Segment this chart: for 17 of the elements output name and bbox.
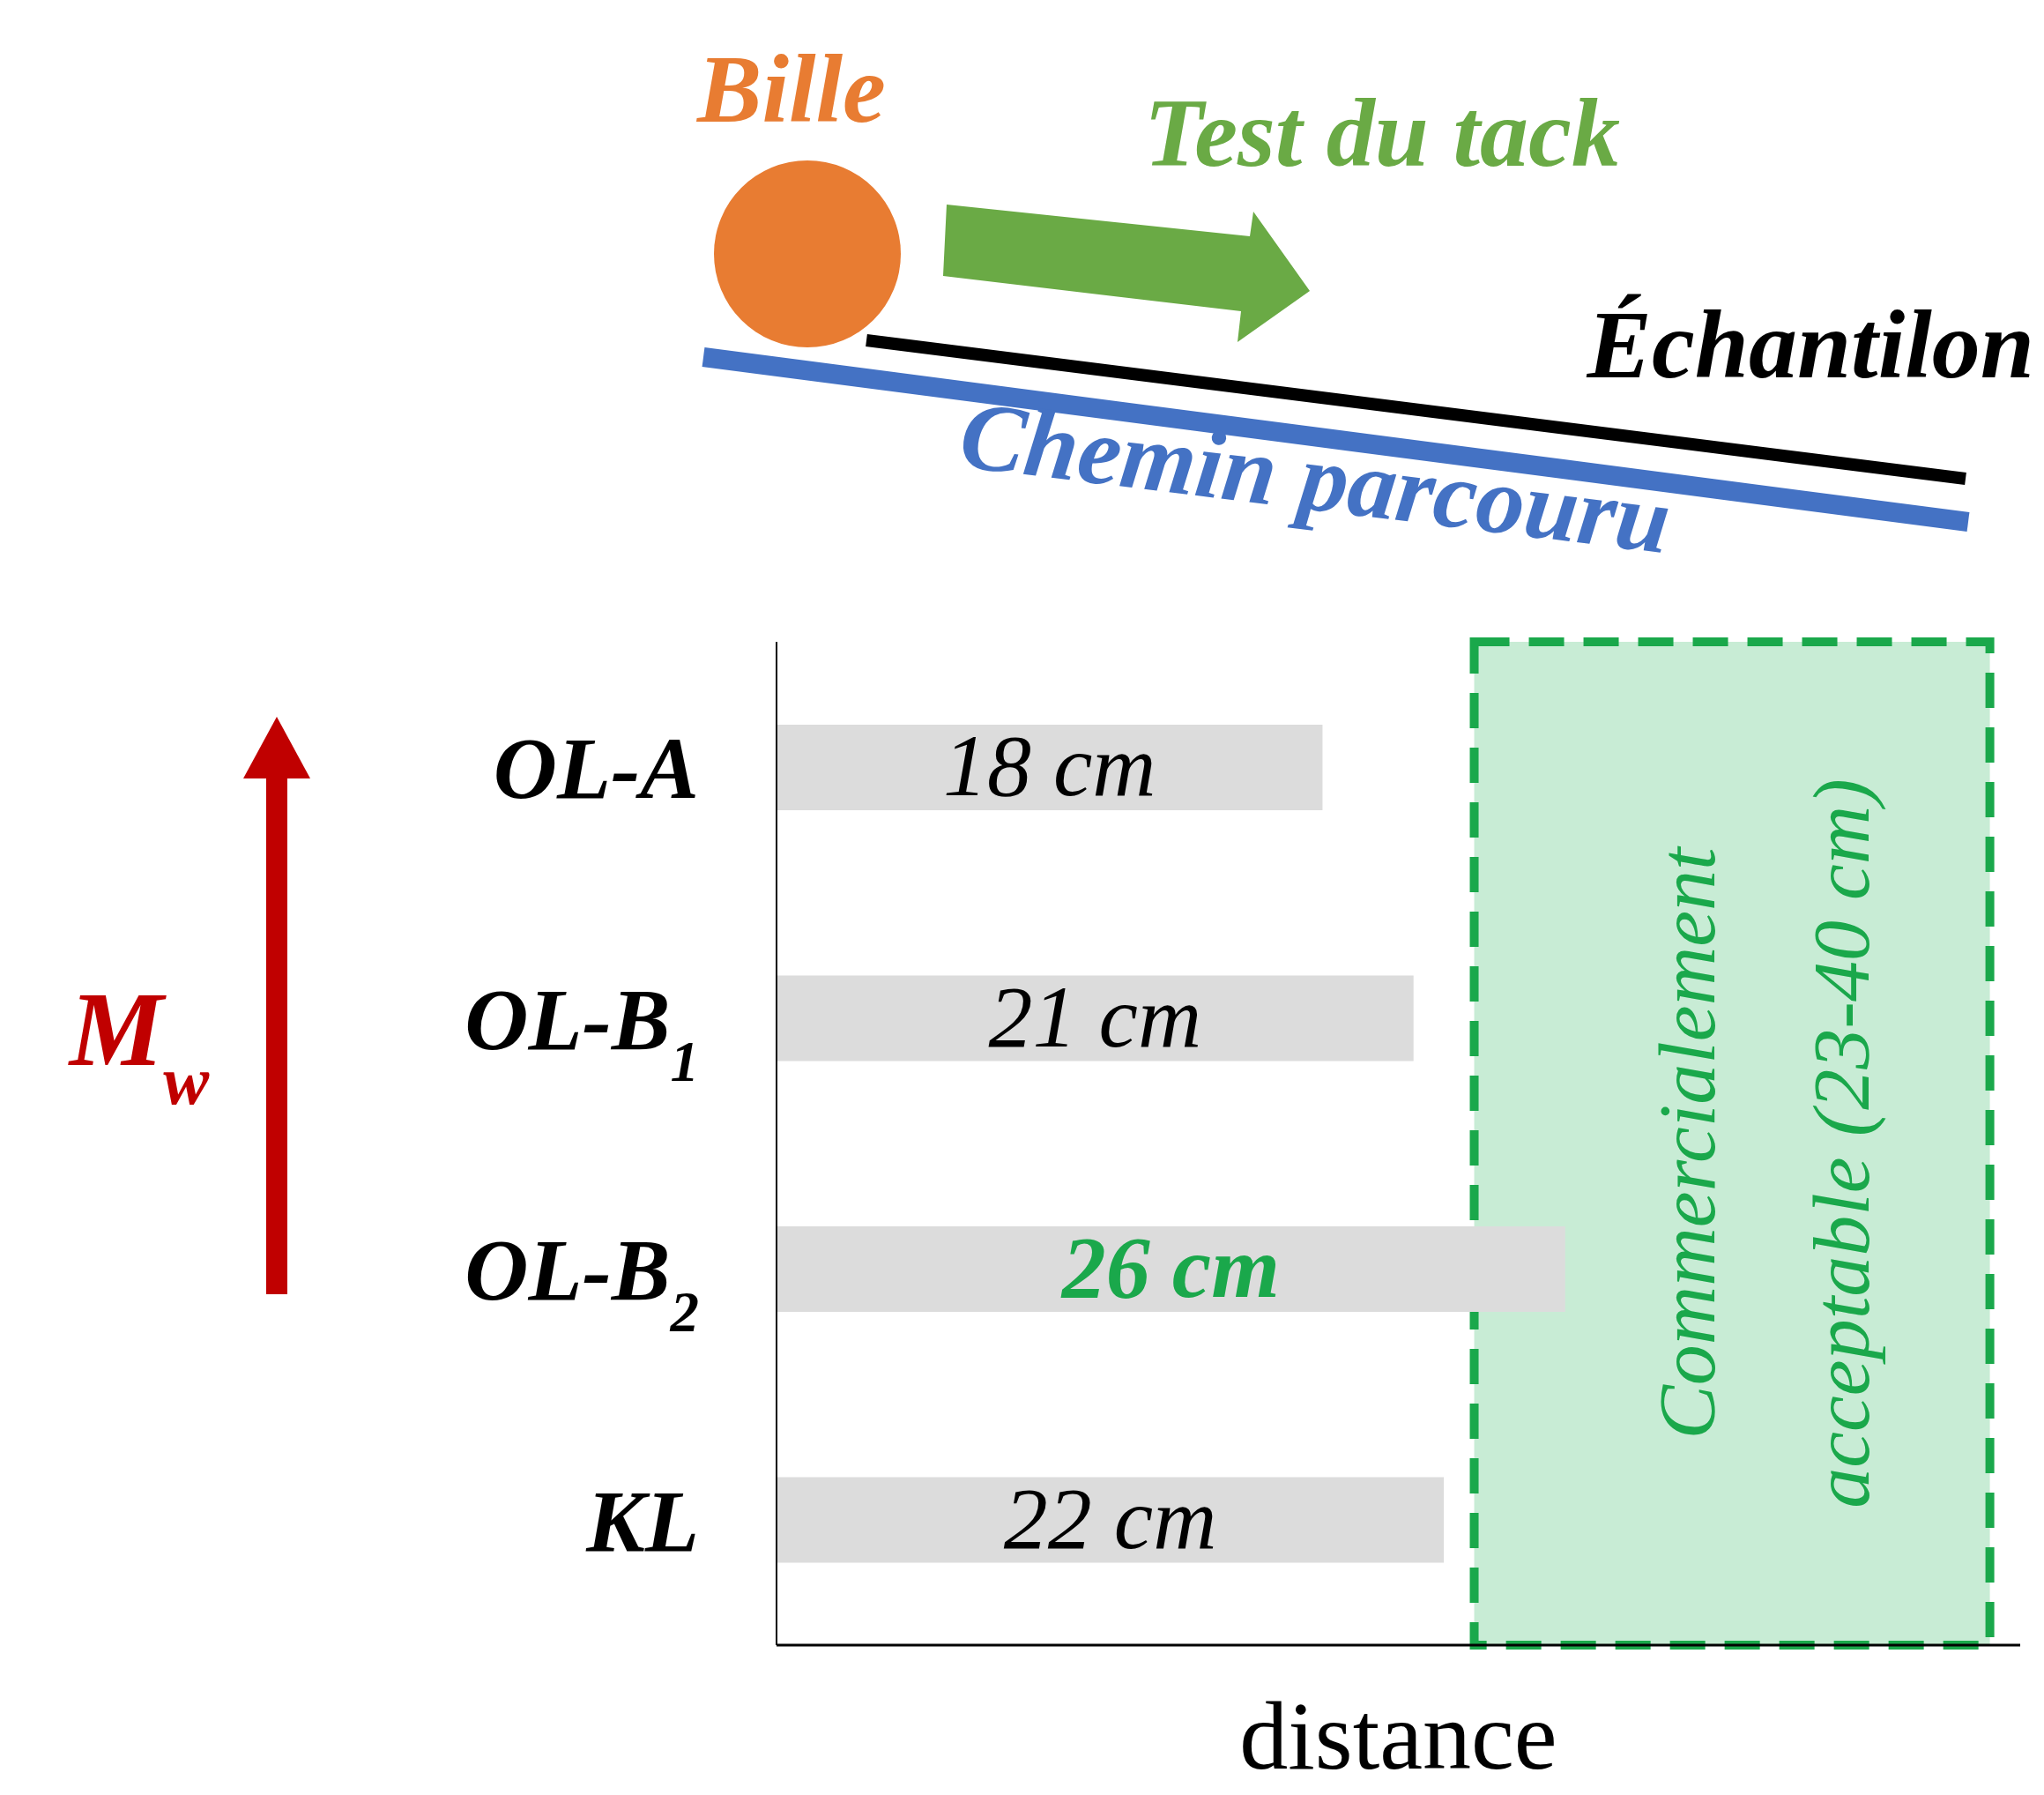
bar: [777, 975, 1414, 1061]
bar: [777, 724, 1323, 810]
y-tick-label: OL-B$_{2}$: [465, 1221, 699, 1344]
data-label: 21 cm: [988, 967, 1202, 1066]
data-label: 22 cm: [1003, 1469, 1217, 1568]
y-tick-label: KL: [585, 1471, 699, 1570]
y-axis-title: M$_{w}$: [67, 971, 211, 1119]
data-label: 26 cm: [1059, 1218, 1280, 1317]
bar: [777, 1225, 1565, 1312]
x-axis-title: distance: [1239, 1682, 1557, 1790]
bar: [777, 1477, 1445, 1563]
text: Bille: [695, 35, 886, 143]
text: Test du tack: [1144, 79, 1620, 187]
band-label: Commercialement acceptable (23-40 cm): [1642, 778, 1887, 1508]
data-label: 18 cm: [942, 717, 1156, 816]
y-tick-label: OL-A: [493, 719, 699, 818]
y-tick-label: OL-B$_{1}$: [465, 970, 699, 1093]
